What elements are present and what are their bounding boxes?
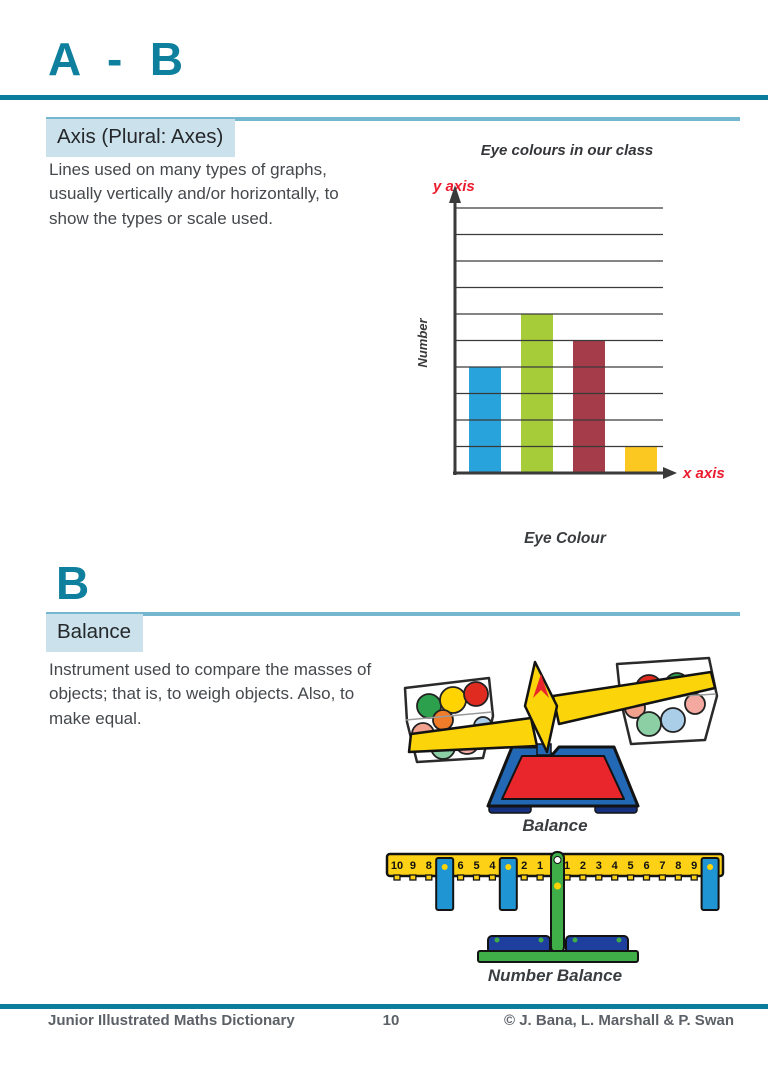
page-title: A - B bbox=[48, 33, 191, 85]
chart-ylabel: Number bbox=[415, 318, 430, 368]
bar-chart: Eye colours in our class y axis x axis N… bbox=[415, 142, 725, 547]
pointer-arrow bbox=[533, 674, 549, 698]
footer-copyright: © J. Bana, L. Marshall & P. Swan bbox=[503, 1012, 734, 1029]
number-balance-caption: Number Balance bbox=[487, 966, 623, 985]
svg-text:8: 8 bbox=[426, 860, 432, 872]
svg-text:8: 8 bbox=[675, 860, 681, 872]
svg-text:3: 3 bbox=[596, 860, 602, 872]
chart-title: Eye colours in our class bbox=[481, 142, 654, 159]
footer-divider bbox=[0, 1004, 768, 1009]
svg-text:9: 9 bbox=[691, 860, 697, 872]
svg-text:2: 2 bbox=[580, 860, 586, 872]
axis-section-divider bbox=[46, 117, 740, 121]
balance-caption: Balance bbox=[522, 816, 588, 835]
number-balance-pegs bbox=[393, 874, 714, 881]
svg-text:2: 2 bbox=[521, 860, 527, 872]
y-axis-arrow bbox=[449, 185, 461, 203]
bar-3 bbox=[573, 340, 605, 473]
header-divider bbox=[0, 95, 768, 100]
svg-text:6: 6 bbox=[458, 860, 464, 872]
footer: Junior Illustrated Maths Dictionary 10 ©… bbox=[0, 1012, 768, 1029]
svg-text:7: 7 bbox=[659, 860, 665, 872]
balance-base bbox=[486, 745, 640, 814]
number-balance-tag bbox=[435, 857, 455, 911]
svg-text:1: 1 bbox=[537, 860, 543, 872]
number-balance-tags bbox=[435, 857, 720, 911]
x-axis-arrow bbox=[663, 467, 677, 479]
svg-text:10: 10 bbox=[391, 860, 403, 872]
chart-xlabel: Eye Colour bbox=[524, 530, 607, 547]
term-balance-label: Balance bbox=[57, 620, 132, 643]
number-balance-illustration: 1098765432112345678910 bbox=[385, 851, 725, 963]
svg-text:5: 5 bbox=[473, 860, 479, 872]
balance-definition: Instrument used to compare the masses of… bbox=[49, 660, 372, 728]
svg-text:5: 5 bbox=[628, 860, 634, 872]
term-axis: Axis (Plural: Axes) bbox=[46, 119, 236, 157]
section-letter-b: B bbox=[56, 557, 90, 609]
svg-text:4: 4 bbox=[489, 860, 496, 872]
chart-gridlines bbox=[455, 207, 663, 448]
number-balance-tag bbox=[700, 857, 720, 911]
y-axis-label: y axis bbox=[432, 178, 475, 195]
term-axis-label: Axis (Plural: Axes) bbox=[57, 125, 224, 148]
number-balance-tag bbox=[498, 857, 518, 911]
axis-definition: Lines used on many types of graphs, usua… bbox=[49, 160, 339, 228]
svg-text:6: 6 bbox=[643, 860, 649, 872]
svg-text:9: 9 bbox=[410, 860, 416, 872]
number-balance-stand bbox=[477, 851, 639, 963]
svg-text:1: 1 bbox=[564, 860, 570, 872]
balance-beam bbox=[407, 660, 717, 756]
x-axis-label: x axis bbox=[682, 465, 725, 482]
term-balance: Balance bbox=[46, 614, 144, 652]
footer-page-number: 10 bbox=[382, 1012, 400, 1029]
footer-book-title: Junior Illustrated Maths Dictionary bbox=[48, 1012, 295, 1029]
balance-illustration bbox=[403, 656, 719, 814]
balance-pointer bbox=[523, 660, 559, 754]
balance-section-divider bbox=[46, 612, 740, 616]
svg-text:4: 4 bbox=[612, 860, 619, 872]
bar-4 bbox=[625, 446, 657, 473]
